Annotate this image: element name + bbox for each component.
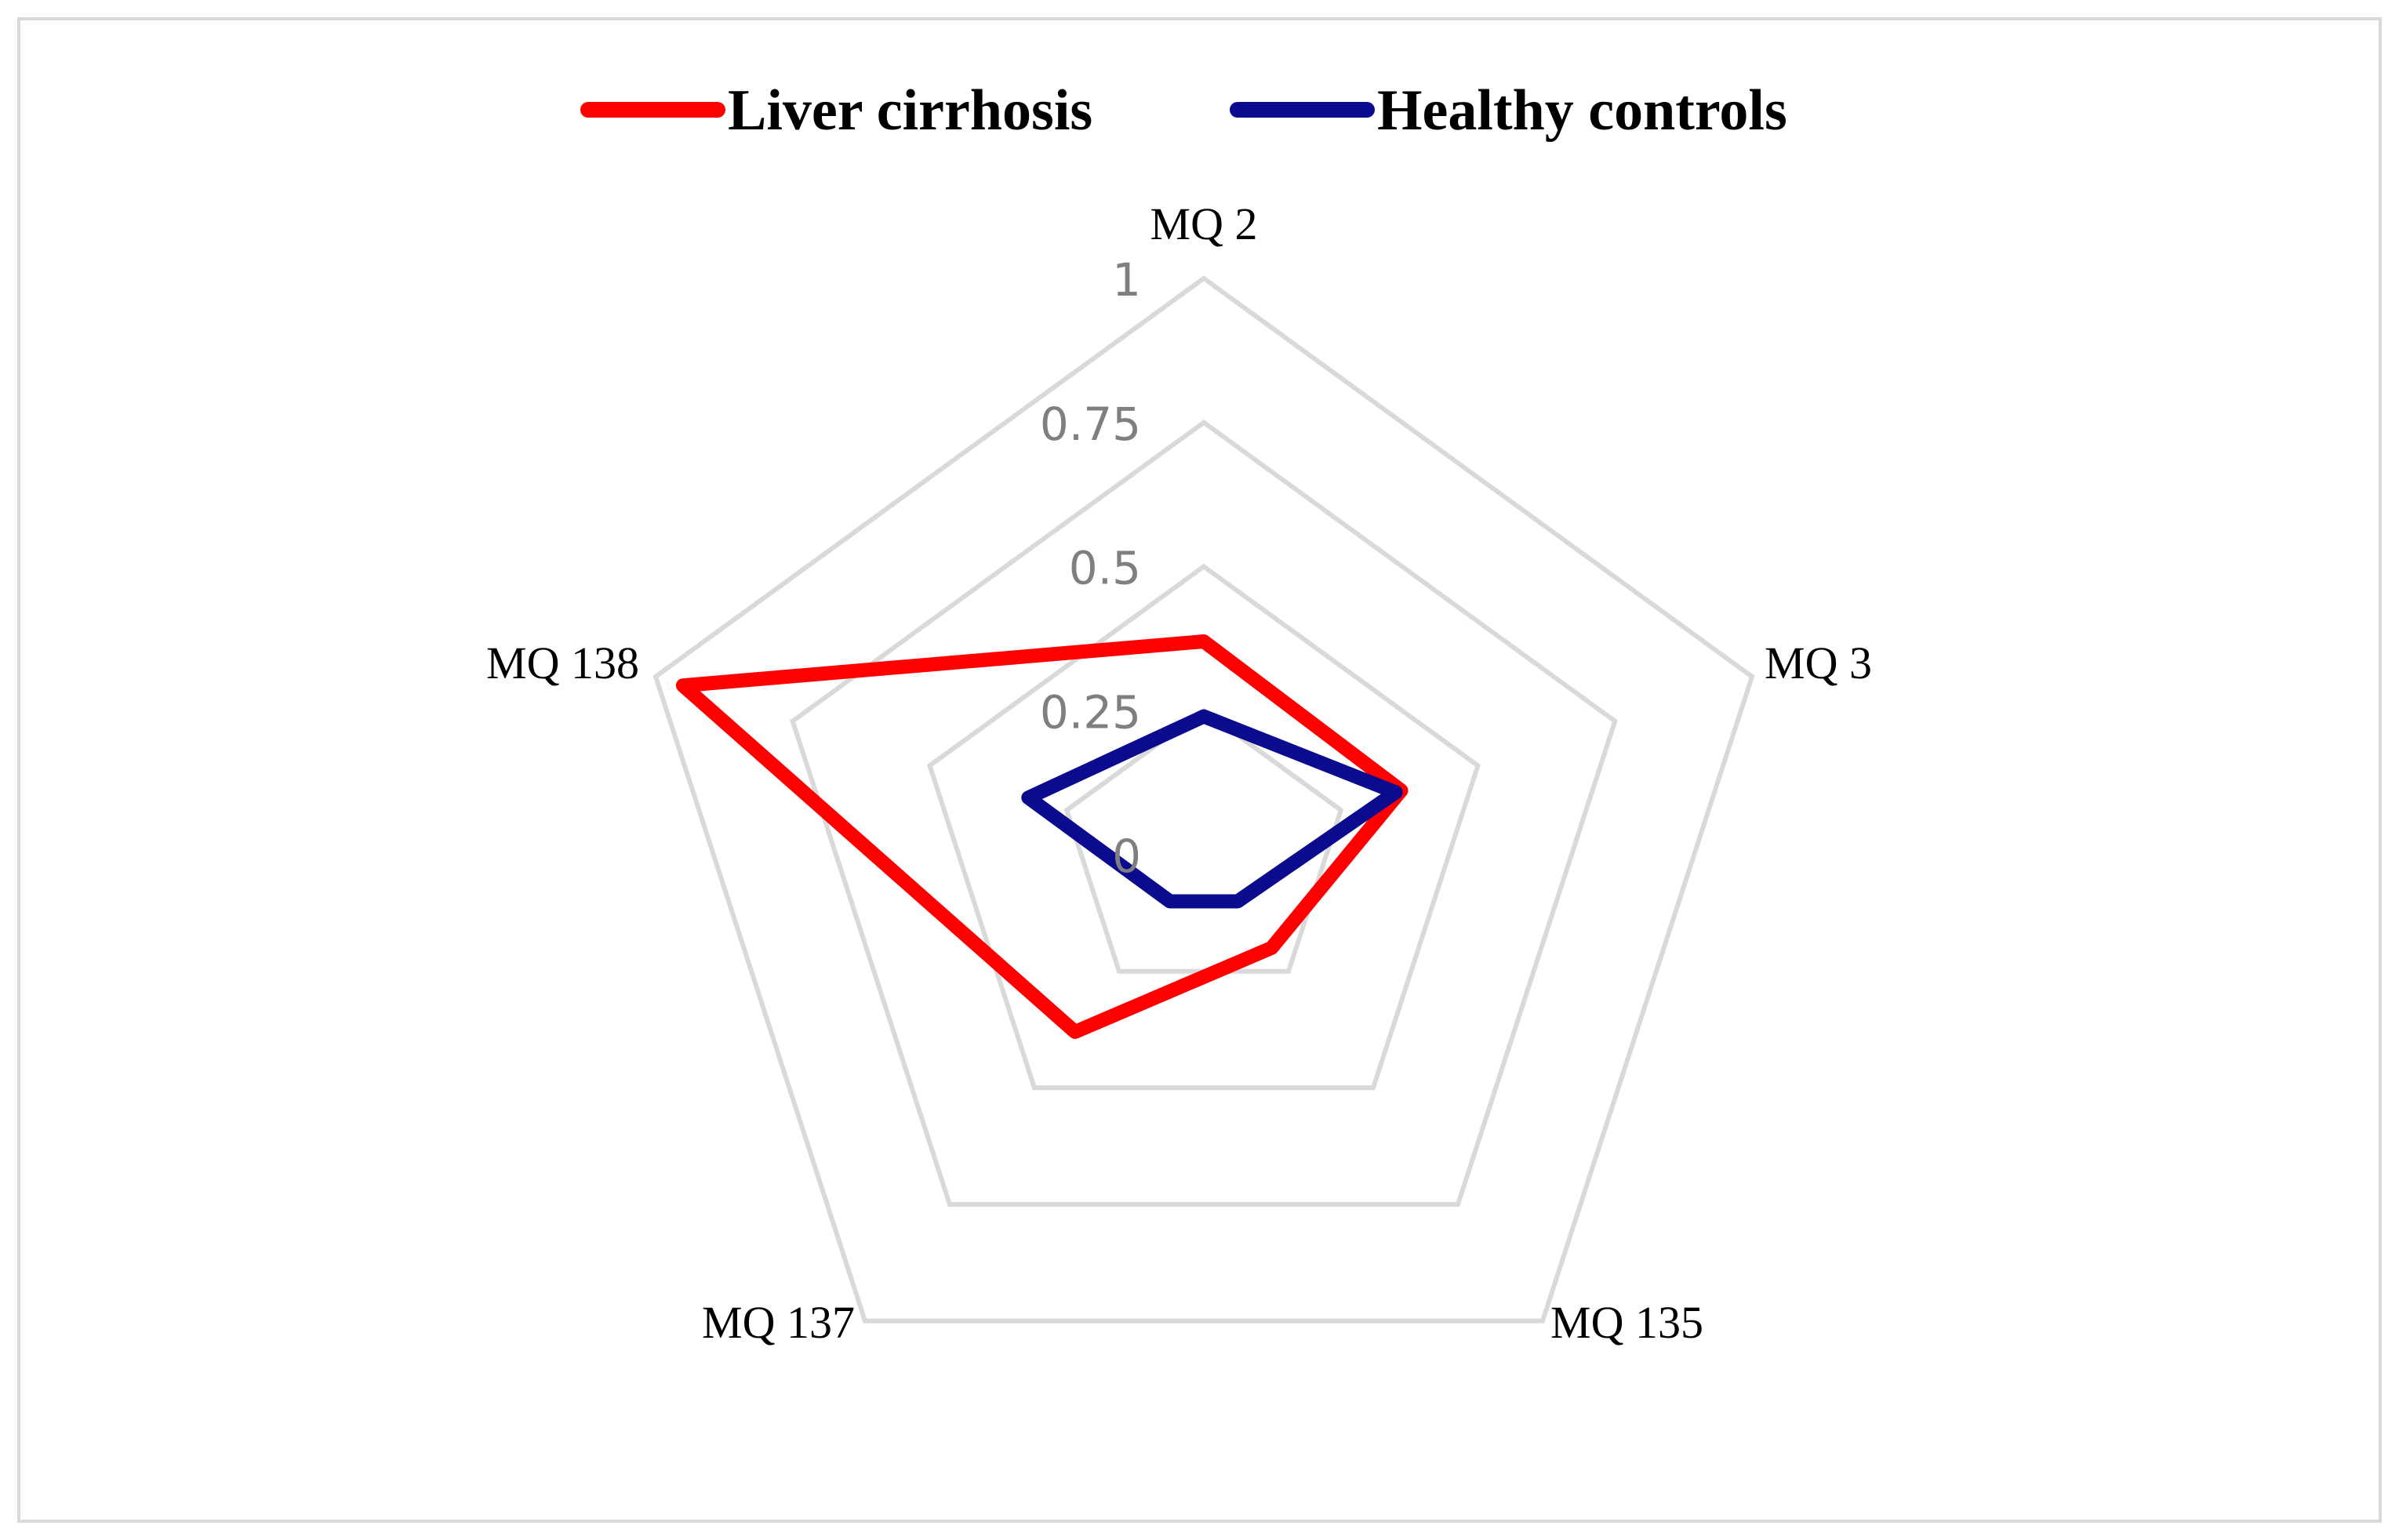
axis-label-mq-3: MQ 3: [1765, 637, 1872, 688]
axis-labels: MQ 2 MQ 3 MQ 135 MQ 137 MQ 138: [486, 198, 1872, 1348]
radial-tick-labels: 0 0.25 0.5 0.75 1: [1040, 253, 1141, 883]
axis-label-mq-137: MQ 137: [702, 1297, 855, 1348]
grid-ring-0-5: [926, 563, 1481, 1091]
tick-label-0-75: 0.75: [1040, 398, 1141, 451]
legend: Liver cirrhosis Healthy controls: [580, 78, 1787, 143]
radar-grid: [652, 275, 1755, 1324]
legend-label-healthy-controls: Healthy controls: [1377, 78, 1787, 143]
tick-label-0: 0: [1112, 830, 1141, 883]
axis-label-mq-135: MQ 135: [1550, 1297, 1703, 1348]
tick-label-1: 1: [1112, 253, 1141, 307]
radar-series: [675, 634, 1409, 1039]
axis-label-mq-2: MQ 2: [1150, 198, 1258, 249]
tick-label-0-5: 0.5: [1069, 542, 1141, 595]
legend-item-liver-cirrhosis: Liver cirrhosis: [580, 78, 1092, 143]
legend-item-healthy-controls: Healthy controls: [1230, 78, 1787, 143]
axis-label-mq-138: MQ 138: [486, 637, 639, 688]
grid-ring-1: [652, 275, 1755, 1324]
series-line-liver-cirrhosis: [675, 634, 1409, 1039]
legend-label-liver-cirrhosis: Liver cirrhosis: [728, 78, 1092, 143]
chart-frame: [17, 17, 2382, 1523]
series-line-healthy-controls: [1021, 709, 1403, 909]
tick-label-0-25: 0.25: [1040, 685, 1141, 739]
